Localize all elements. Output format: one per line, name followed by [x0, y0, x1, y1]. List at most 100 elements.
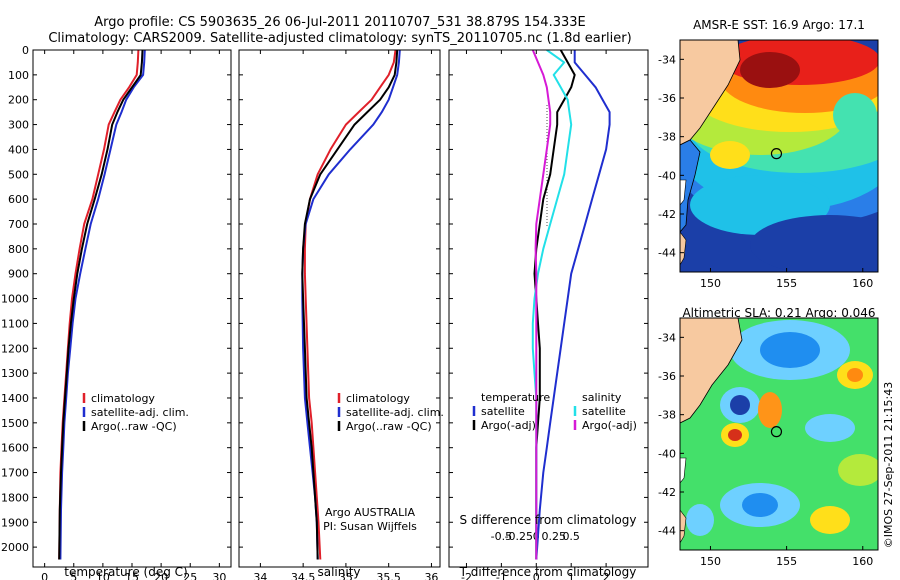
sla-lon-tick-label: 155	[776, 555, 797, 568]
temperature-legend-label-argo-raw-qc: Argo(..raw -QC)	[91, 420, 177, 433]
temperature-xtick-label: 20	[154, 571, 168, 580]
temperature-lines	[58, 50, 146, 560]
salinity-legend-label-argo-raw-qc: Argo(..raw -QC)	[346, 420, 432, 433]
difference-legend-temperature-label-satellite: satellite	[481, 405, 525, 418]
sla-field	[680, 318, 878, 544]
sst-lat-tick-label: -38	[658, 131, 676, 144]
depth-tick-label: 100	[8, 69, 29, 82]
salinity-lines	[301, 50, 401, 560]
difference-legend-temperature-label-argo-adj: Argo(-adj)	[481, 419, 536, 432]
depth-tick-label: 700	[8, 218, 29, 231]
salinity-xlabel: salinity	[317, 565, 360, 579]
sla-map-title: Altimetric SLA: 0.21 Argo: 0.046	[682, 306, 875, 320]
difference-plot-frame	[448, 49, 649, 568]
depth-tick-label: 1500	[1, 417, 29, 430]
difference-xtick-label: 2	[603, 571, 610, 580]
sst-argo-position-marker	[770, 148, 783, 160]
salinity-legend-label-satellite-adj-clim: satellite-adj. clim.	[346, 406, 444, 419]
salinity-profile-panel: 34 34.5 35 35.5 36 salinity climatologysatel…	[238, 49, 444, 580]
salinity-legend-label-climatology: climatology	[346, 392, 410, 405]
difference-series-t-argo-adj	[533, 50, 576, 560]
depth-tick-label: 1800	[1, 491, 29, 504]
difference-xtick-label: -1	[496, 571, 507, 580]
imos-credit: ©IMOS 27-Sep-2011 21:15:43	[882, 382, 895, 548]
sst-lat-tick-label: -42	[658, 208, 676, 221]
temperature-xtick-label: 30	[212, 571, 226, 580]
float-owner-label: Argo AUSTRALIA	[325, 506, 415, 519]
sst-map-title: AMSR-E SST: 16.9 Argo: 17.1	[693, 18, 865, 32]
header-title-line2: Climatology: CARS2009. Satellite-adjuste…	[48, 31, 631, 46]
sst-lat-tick-label: -36	[658, 92, 676, 105]
depth-tick-label: 1600	[1, 442, 29, 455]
difference-axis-ticks: -2 -1 0 1 2-0.5-0.25 0 0.250.5	[449, 49, 648, 580]
sla-lat-tick-label: -40	[658, 447, 676, 460]
difference-legend: temperature salinitysatelliteArgo(-adj)sa…	[472, 391, 637, 432]
temperature-legend-label-satellite-adj-clim: satellite-adj. clim.	[91, 406, 189, 419]
sla-map-ticks: 150 155 160 -34 -36 -38 -40 -42 -44	[658, 331, 873, 568]
salinity-xtick-label: 35	[339, 571, 353, 580]
depth-tick-label: 500	[8, 168, 29, 181]
difference-profile-panel: -2 -1 0 1 2-0.5-0.25 0 0.250.5 S difference fr…	[448, 49, 649, 580]
temperature-legend-label-climatology: climatology	[91, 392, 155, 405]
sla-lat-tick-label: -34	[658, 331, 676, 344]
depth-axis-labels: 0 100 200 300 400 500 600 700 800 900 1000 1100 1200…	[1, 44, 29, 554]
sla-lon-tick-label: 160	[852, 555, 873, 568]
difference-legend-temperature-title: temperature	[481, 391, 550, 404]
difference-series-s-argo-adj	[531, 50, 552, 560]
temperature-profile-panel: 0100200300400500600700800900100011001200…	[1, 44, 232, 580]
depth-tick-label: 2000	[1, 541, 29, 554]
depth-tick-label: 800	[8, 243, 29, 256]
temperature-xtick-label: 5	[70, 571, 77, 580]
depth-tick-label: 1100	[1, 317, 29, 330]
header-title-line1: Argo profile: CS 5903635_26 06-Jul-2011 …	[94, 15, 585, 30]
depth-tick-label: 1900	[1, 516, 29, 529]
principal-investigator-label: PI: Susan Wijffels	[323, 520, 417, 533]
temperature-plot-frame	[32, 49, 232, 568]
salinity-xtick-label: 36	[424, 571, 438, 580]
depth-tick-label: 1200	[1, 342, 29, 355]
temperature-xtick-label: 10	[96, 571, 110, 580]
temperature-axis-ticks: 0 5 10 15 20 25 30	[33, 49, 231, 580]
sst-lon-tick-label: 150	[700, 277, 721, 290]
salinity-plot-frame	[238, 49, 441, 568]
sst-map-panel: AMSR-E SST: 16.9 Argo: 17.1 150 155 160 -34…	[658, 18, 879, 290]
sst-lon-tick-label: 160	[852, 277, 873, 290]
difference-xtick-label: -2	[461, 571, 472, 580]
temperature-series-satellite-adj-clim	[59, 50, 146, 560]
depth-tick-label: 600	[8, 193, 29, 206]
difference-series-s-satellite	[531, 50, 573, 560]
difference-legend-salinity-label-argo-adj: Argo(-adj)	[582, 419, 637, 432]
sla-lat-tick-label: -42	[658, 486, 676, 499]
depth-tick-label: 1400	[1, 392, 29, 405]
salinity-difference-tick-label: 0.25	[541, 530, 566, 543]
sla-map-frame	[679, 317, 879, 551]
difference-series-t-satellite	[535, 50, 611, 560]
difference-lines	[531, 50, 611, 560]
salinity-series-climatology	[303, 50, 397, 560]
salinity-series-argo-raw-qc	[301, 50, 399, 560]
salinity-axis-ticks: 34 34.5 35 35.5 36	[239, 49, 440, 580]
depth-tick-label: 900	[8, 268, 29, 281]
sla-map-panel: Altimetric SLA: 0.21 Argo: 0.046 150 155 1…	[658, 306, 879, 568]
salinity-difference-label: S difference from climatology	[460, 513, 637, 527]
depth-tick-label: 1700	[1, 467, 29, 480]
sst-lon-tick-label: 155	[776, 277, 797, 290]
depth-tick-label: 1300	[1, 367, 29, 380]
salinity-difference-tick-label: 0.5	[562, 530, 580, 543]
temperature-xtick-label: 0	[41, 571, 48, 580]
sst-lat-tick-label: -44	[658, 247, 676, 260]
temperature-xlabel: temperature (deg C)	[64, 565, 187, 579]
difference-xtick-label: 1	[568, 571, 575, 580]
sst-lat-tick-label: -34	[658, 53, 676, 66]
depth-tick-label: 1000	[1, 293, 29, 306]
salinity-series-satellite-adj-clim	[301, 50, 401, 560]
difference-legend-salinity-title: salinity	[582, 391, 622, 404]
sla-lat-tick-label: -38	[658, 409, 676, 422]
sla-lat-tick-label: -36	[658, 370, 676, 383]
sst-map-ticks: 150 155 160 -34 -36 -38 -40 -42 -44	[658, 53, 873, 290]
temperature-xtick-label: 25	[183, 571, 197, 580]
sla-argo-position-marker	[770, 426, 783, 438]
sla-lat-tick-label: -44	[658, 525, 676, 538]
